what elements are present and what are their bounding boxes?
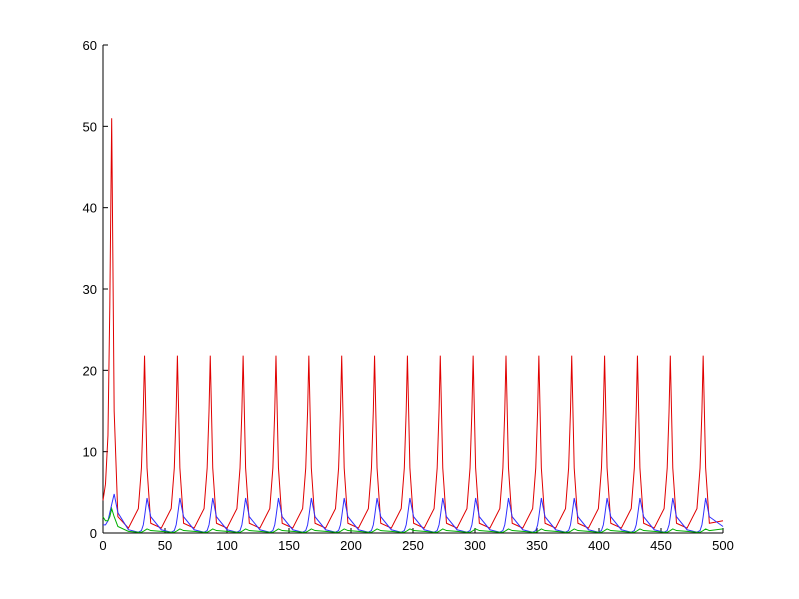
series-line <box>103 493 724 533</box>
x-tick-label: 150 <box>278 538 300 553</box>
x-tick-label: 250 <box>402 538 424 553</box>
y-tick-label: 20 <box>83 363 97 378</box>
x-tick-label: 300 <box>464 538 486 553</box>
x-tick-label: 200 <box>340 538 362 553</box>
y-tick-label: 50 <box>83 119 97 134</box>
y-tick-label: 0 <box>90 526 97 541</box>
x-tick-label: 500 <box>712 538 734 553</box>
x-tick-label: 0 <box>99 538 106 553</box>
x-tick-label: 100 <box>216 538 238 553</box>
x-tick-label: 450 <box>650 538 672 553</box>
x-tick-label: 350 <box>526 538 548 553</box>
y-tick-label: 60 <box>83 38 97 53</box>
series-line <box>102 506 724 533</box>
y-tick-label: 40 <box>83 201 97 216</box>
y-tick-label: 10 <box>83 445 97 460</box>
series-line <box>102 118 724 529</box>
y-tick-label: 30 <box>83 282 97 297</box>
x-tick-label: 400 <box>588 538 610 553</box>
x-tick-label: 50 <box>158 538 172 553</box>
